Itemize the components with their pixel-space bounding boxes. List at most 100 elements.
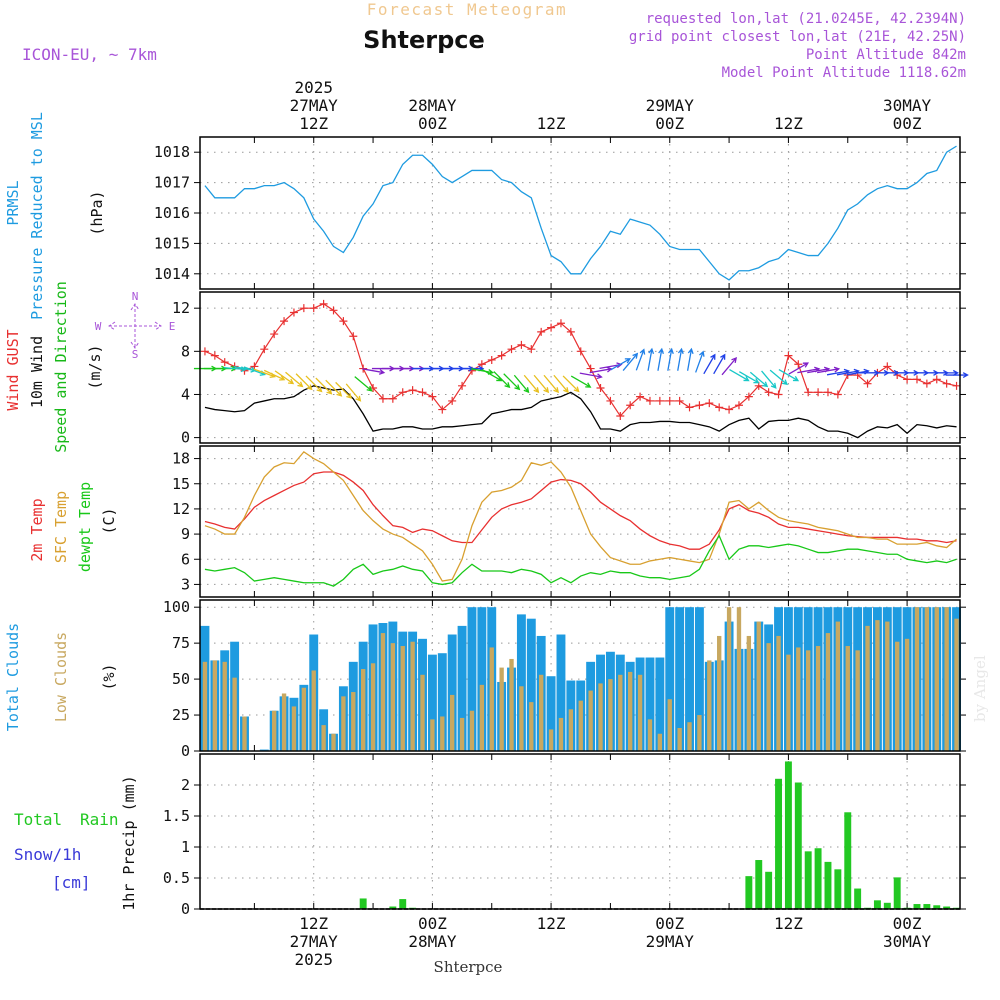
y-tick-label: 1015: [154, 234, 190, 252]
panel-frame: [199, 753, 961, 910]
y-tick-label: 3: [181, 575, 190, 593]
wind-direction-arrow: [729, 368, 750, 382]
low-cloud-bar: [558, 717, 564, 751]
wind-direction-arrow: [749, 371, 769, 388]
gust-marker: [408, 386, 417, 395]
wind-direction-arrow: [721, 356, 738, 376]
rain-bar: [923, 904, 931, 909]
gust-marker: [220, 358, 229, 367]
wind-direction-arrow: [570, 375, 592, 388]
dewpt-line: [204, 534, 957, 587]
rain-bar: [893, 877, 901, 909]
gust-marker: [260, 345, 269, 354]
total-cloud-bar: [457, 625, 467, 751]
gust-marker: [606, 396, 615, 405]
low-cloud-bar: [845, 646, 850, 751]
y-tick-label: 12: [172, 500, 190, 518]
ylabel-t2m: 2m Temp: [28, 498, 46, 561]
gust-marker: [438, 405, 447, 414]
gust-marker: [823, 388, 832, 397]
rain-bar: [834, 869, 842, 909]
low-cloud-bar: [815, 646, 821, 751]
gust-marker: [685, 403, 694, 412]
rain-bar: [883, 902, 891, 909]
low-cloud-bar: [618, 674, 623, 751]
sfc-temp-line: [204, 451, 957, 582]
gust-marker: [537, 327, 546, 336]
low-cloud-bar: [410, 641, 415, 751]
low-cloud-bar: [568, 709, 574, 751]
top-time-label: 2025: [294, 78, 333, 97]
gust-marker: [804, 388, 813, 397]
wind-direction-arrow: [686, 347, 694, 371]
low-cloud-bar: [430, 719, 435, 751]
total-cloud-bar: [477, 607, 487, 751]
low-cloud-bar: [766, 643, 771, 751]
total-cloud-bar: [556, 634, 566, 751]
y-tick-label: 6: [181, 550, 190, 568]
top-time-label: 12Z: [774, 114, 803, 133]
rain-bar: [794, 782, 802, 909]
gust-marker: [744, 392, 753, 401]
y-tick-label: 4: [181, 385, 190, 403]
bottom-time-label: 27MAY: [290, 932, 339, 951]
low-cloud-bar: [776, 635, 781, 751]
wind-direction-arrow: [817, 366, 841, 374]
ylabel-precip: 1hr Precip (mm): [120, 775, 138, 910]
y-tick-label: 1018: [154, 143, 190, 161]
low-cloud-bar: [637, 674, 643, 751]
total-cloud-bar: [427, 654, 437, 751]
low-cloud-bar: [707, 660, 712, 751]
total-cloud-bar: [685, 607, 694, 751]
low-cloud-bar: [360, 669, 366, 751]
top-time-label: 30MAY: [883, 96, 932, 115]
y-tick-label: 18: [172, 450, 190, 468]
top-time-label: 12Z: [537, 114, 566, 133]
y-tick-label: 0.5: [163, 869, 190, 887]
wind-direction-arrow: [761, 370, 777, 389]
low-cloud-bar: [242, 716, 247, 751]
gridpoint-coords: grid point closest lon,lat (21E, 42.25N): [629, 29, 966, 45]
low-cloud-bar: [450, 694, 455, 751]
gust-marker: [734, 401, 743, 410]
rain-bar: [814, 848, 822, 909]
y-tick-label: 75: [172, 634, 190, 652]
gust-marker: [863, 379, 872, 388]
gust-marker: [576, 347, 585, 356]
panel-frame: [199, 291, 961, 444]
bottom-time-label: 00Z: [655, 914, 684, 933]
ylabel-unit: (%): [100, 663, 118, 690]
gust-marker: [912, 375, 921, 384]
gust-marker: [675, 396, 684, 405]
gust-marker: [418, 388, 427, 397]
bottom-time-label: 29MAY: [646, 932, 695, 951]
gust-marker: [378, 394, 387, 403]
gust-marker: [349, 332, 358, 341]
requested-coords: requested lon,lat (21.0245E, 42.2394N): [646, 11, 966, 27]
wind-direction-arrow: [635, 348, 646, 371]
rain-bar: [854, 888, 862, 909]
wind-direction-arrow: [622, 352, 639, 371]
wind-direction-arrow: [315, 377, 333, 395]
total-cloud-bar: [467, 607, 477, 751]
low-cloud-bar: [756, 621, 761, 751]
gust-marker: [932, 375, 941, 384]
label-snow-unit: [cm]: [52, 873, 91, 892]
wind-direction-arrow: [533, 374, 550, 394]
wind-direction-arrow: [493, 371, 511, 389]
gust-marker: [319, 299, 328, 308]
wind-direction-arrow: [657, 347, 664, 371]
rain-bar: [755, 860, 763, 909]
gust-marker: [883, 362, 892, 371]
low-cloud-bar: [440, 716, 445, 751]
wind-direction-arrow: [945, 372, 969, 379]
label-total: Total: [14, 810, 62, 829]
y-tick-label: 8: [181, 342, 190, 360]
gust-marker: [784, 351, 793, 360]
compass-w: W: [95, 320, 102, 333]
low-cloud-bar: [509, 658, 514, 751]
y-tick-label: 0: [181, 742, 190, 760]
gust-marker: [814, 388, 823, 397]
point-altitude: Point Altitude 842m: [806, 47, 966, 63]
